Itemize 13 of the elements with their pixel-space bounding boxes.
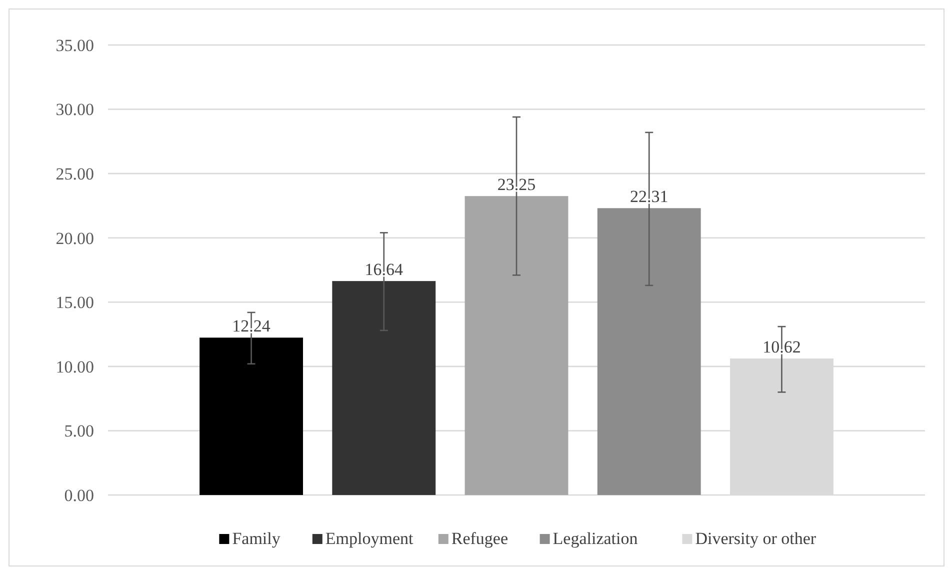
y-tick-label: 5.00 <box>64 422 94 441</box>
legend-label: Diversity or other <box>695 529 816 548</box>
legend-label: Family <box>232 529 281 548</box>
legend-label: Legalization <box>552 529 638 548</box>
y-tick-label: 30.00 <box>56 100 94 120</box>
y-tick-label: 10.00 <box>56 357 94 376</box>
y-tick-label: 20.00 <box>56 228 94 248</box>
legend-label: Employment <box>325 529 414 548</box>
legend-label: Refugee <box>451 529 508 548</box>
y-tick-label: 25.00 <box>56 164 94 184</box>
y-tick-label: 35.00 <box>56 36 94 55</box>
y-tick-label: 0.00 <box>64 486 94 505</box>
y-tick-label: 15.00 <box>56 293 94 312</box>
